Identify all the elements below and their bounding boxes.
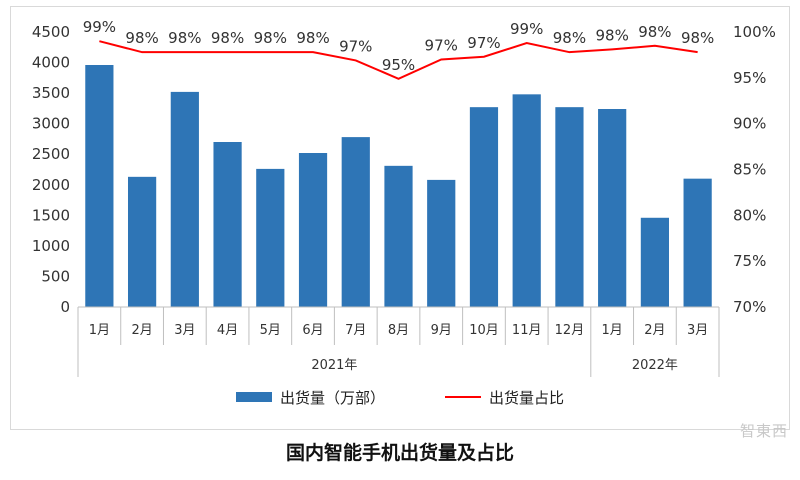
x-axis-month-label: 10月 xyxy=(469,323,499,338)
data-label-share: 98% xyxy=(254,29,287,47)
bar-shipments xyxy=(341,137,370,307)
bar-shipments xyxy=(683,178,712,307)
bar-shipments xyxy=(598,109,627,307)
left-axis-tick-label: 3000 xyxy=(32,115,70,133)
right-axis-tick-label: 95% xyxy=(733,69,766,87)
left-axis-tick-label: 2000 xyxy=(32,176,70,194)
data-label-share: 97% xyxy=(339,37,372,55)
legend-label-shipments: 出货量（万部） xyxy=(279,388,385,407)
data-label-share: 98% xyxy=(296,29,329,47)
right-axis-tick-label: 90% xyxy=(733,115,766,133)
x-axis-month-label: 3月 xyxy=(687,323,708,338)
data-label-share: 99% xyxy=(510,20,543,38)
x-axis-month-label: 2月 xyxy=(131,323,152,338)
x-axis-month-label: 11月 xyxy=(512,323,542,338)
right-axis-tick-label: 70% xyxy=(733,298,766,316)
right-axis-tick-label: 85% xyxy=(733,161,766,179)
left-axis-tick-label: 4000 xyxy=(32,54,70,72)
x-axis-year-label: 2022年 xyxy=(632,358,678,373)
data-label-share: 98% xyxy=(168,29,201,47)
data-label-share: 98% xyxy=(681,29,714,47)
bar-shipments xyxy=(640,217,670,307)
data-label-share: 98% xyxy=(125,29,158,47)
x-axis-month-label: 12月 xyxy=(555,323,585,338)
left-axis-tick-label: 2500 xyxy=(32,145,70,163)
left-axis-tick-label: 0 xyxy=(60,298,70,316)
right-axis-tick-label: 80% xyxy=(733,206,766,224)
x-axis-month-label: 8月 xyxy=(388,323,409,338)
x-axis-month-label: 9月 xyxy=(431,323,452,338)
x-axis-year-label: 2021年 xyxy=(311,358,357,373)
bar-shipments xyxy=(127,176,157,307)
legend-swatch-bar xyxy=(235,392,272,402)
data-label-share: 99% xyxy=(83,18,116,36)
chart-caption: 国内智能手机出货量及占比 xyxy=(285,442,514,464)
bar-shipments xyxy=(512,94,541,307)
x-axis-month-label: 6月 xyxy=(302,323,323,338)
legend-label-share: 出货量占比 xyxy=(489,388,565,407)
x-axis-month-label: 3月 xyxy=(174,323,195,338)
bar-shipments xyxy=(85,65,114,307)
x-axis-month-label: 4月 xyxy=(217,323,238,338)
watermark-logo: 智東西 xyxy=(739,422,788,440)
x-axis-month-label: 1月 xyxy=(602,323,623,338)
line-share xyxy=(99,40,698,80)
x-axis-month-label: 1月 xyxy=(89,323,110,338)
left-axis-tick-label: 3500 xyxy=(32,84,70,102)
bar-shipments xyxy=(213,142,242,307)
data-label-share: 97% xyxy=(425,37,458,55)
data-label-share: 98% xyxy=(211,29,244,47)
legend-item-share: 出货量占比 xyxy=(445,387,564,408)
bar-shipments xyxy=(170,91,199,307)
bar-shipments xyxy=(298,153,328,307)
data-label-share: 95% xyxy=(382,56,415,74)
bar-shipments xyxy=(555,107,584,308)
right-axis-tick-label: 75% xyxy=(733,252,766,270)
chart-plot: 0 500 1000 1500 2000 2500 3000 3500 4000 4500 70% 7… xyxy=(32,18,776,377)
left-axis-tick-label: 500 xyxy=(41,267,70,285)
legend-item-shipments: 出货量（万部） xyxy=(235,387,385,408)
left-axis-tick-label: 1500 xyxy=(32,206,70,224)
right-axis-tick-label: 100% xyxy=(733,23,776,41)
x-axis-month-label: 2月 xyxy=(644,323,665,338)
legend: 出货量（万部） 出货量占比 xyxy=(10,382,790,412)
bar-shipments xyxy=(256,168,285,307)
bar-shipments xyxy=(469,107,499,308)
data-label-share: 98% xyxy=(553,29,586,47)
bar-shipments xyxy=(384,165,413,307)
x-axis-month-label: 5月 xyxy=(260,323,281,338)
data-label-share: 97% xyxy=(467,34,500,52)
left-axis-tick-label: 1000 xyxy=(32,237,70,255)
data-label-share: 98% xyxy=(638,23,671,41)
chart-frame: 0 500 1000 1500 2000 2500 3000 3500 4000 4500 70% 7… xyxy=(10,6,790,430)
bar-shipments xyxy=(427,179,456,307)
legend-swatch-line xyxy=(445,396,481,398)
data-label-share: 98% xyxy=(595,26,628,44)
left-axis-tick-label: 4500 xyxy=(32,23,70,41)
x-axis-month-label: 7月 xyxy=(345,323,366,338)
